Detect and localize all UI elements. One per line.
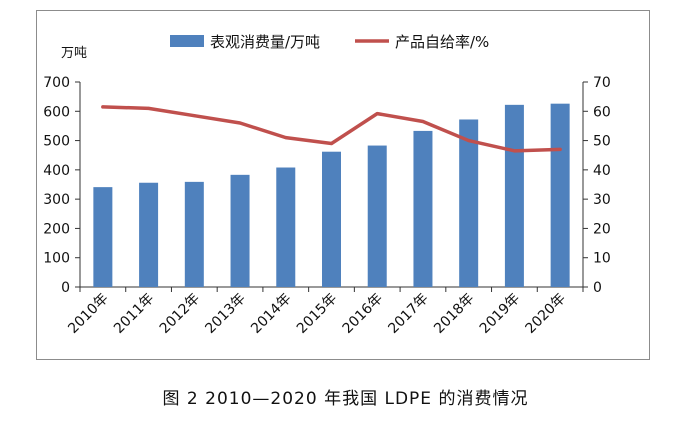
line-point (421, 120, 425, 124)
bar (504, 104, 524, 287)
x-tick-label: 2019年 (477, 291, 523, 337)
bar (550, 103, 570, 288)
axes: 0 100 200 300 400 500 600 700 0 10 20 30 40 50 60 70 (43, 75, 611, 296)
chart-frame (36, 10, 650, 360)
x-tick-label: 2011年 (111, 291, 157, 337)
right-tick-label: 70 (593, 75, 611, 91)
combo-chart: 表观消费量/万吨 产品自给率/% 万吨 01002003004005006007… (43, 33, 611, 337)
left-tick-label: 600 (43, 104, 70, 120)
x-tick-label: 2013年 (202, 291, 248, 337)
x-tick-label: 2012年 (157, 291, 203, 337)
legend-line-label: 产品自给率/% (395, 33, 489, 51)
left-tick-label: 500 (43, 134, 70, 150)
line-point (284, 136, 288, 140)
right-tick-label: 50 (593, 134, 611, 150)
bar (413, 130, 433, 287)
right-tick-label: 0 (593, 280, 602, 296)
line-point (375, 112, 379, 116)
left-tick-label: 100 (43, 251, 70, 267)
right-tick-label: 20 (593, 221, 611, 237)
x-tick-label: 2015年 (294, 291, 340, 337)
line-point (330, 142, 333, 145)
right-tick-label: 30 (593, 192, 611, 208)
line-point (147, 106, 151, 110)
bar (322, 151, 341, 287)
legend-bar-swatch (170, 35, 204, 47)
line-point (512, 149, 516, 153)
bar (230, 174, 250, 287)
x-tick-label: 2010年 (65, 291, 111, 337)
x-tick-label: 2018年 (431, 291, 477, 337)
x-tick-label: 2016年 (340, 291, 386, 337)
bar (459, 119, 479, 287)
left-tick-label: 300 (43, 192, 70, 208)
line-point (558, 147, 562, 151)
line-series (101, 105, 562, 153)
bar (93, 187, 113, 287)
left-tick-label: 200 (43, 221, 70, 237)
figure-caption: 图 2 2010—2020 年我国 LDPE 的消费情况 (162, 389, 529, 409)
line-point (101, 105, 105, 109)
left-tick-label: 400 (43, 163, 70, 179)
legend-bar-label: 表观消费量/万吨 (210, 33, 320, 51)
left-tick-label: 0 (61, 280, 70, 296)
line-point (238, 121, 242, 125)
bar-series (93, 103, 570, 288)
line-point (467, 139, 471, 143)
right-tick-label: 10 (593, 251, 611, 267)
right-tick-label: 40 (593, 163, 611, 179)
bar (139, 182, 159, 287)
right-tick-label: 60 (593, 104, 611, 120)
bar (367, 145, 387, 287)
x-tick-labels: 2010年 2011年 2012年 2013年 2014年 2015年 2016年 2017年… (65, 291, 569, 337)
x-tick-label: 2017年 (385, 291, 431, 337)
left-tick-label: 700 (43, 75, 70, 91)
x-tick-label: 2014年 (248, 291, 294, 337)
bar (184, 181, 204, 287)
bar (276, 167, 296, 287)
legend: 表观消费量/万吨 产品自给率/% (170, 33, 489, 51)
line-point (192, 114, 196, 118)
left-axis-unit: 万吨 (61, 46, 87, 61)
x-tick-label: 2020年 (523, 291, 569, 337)
